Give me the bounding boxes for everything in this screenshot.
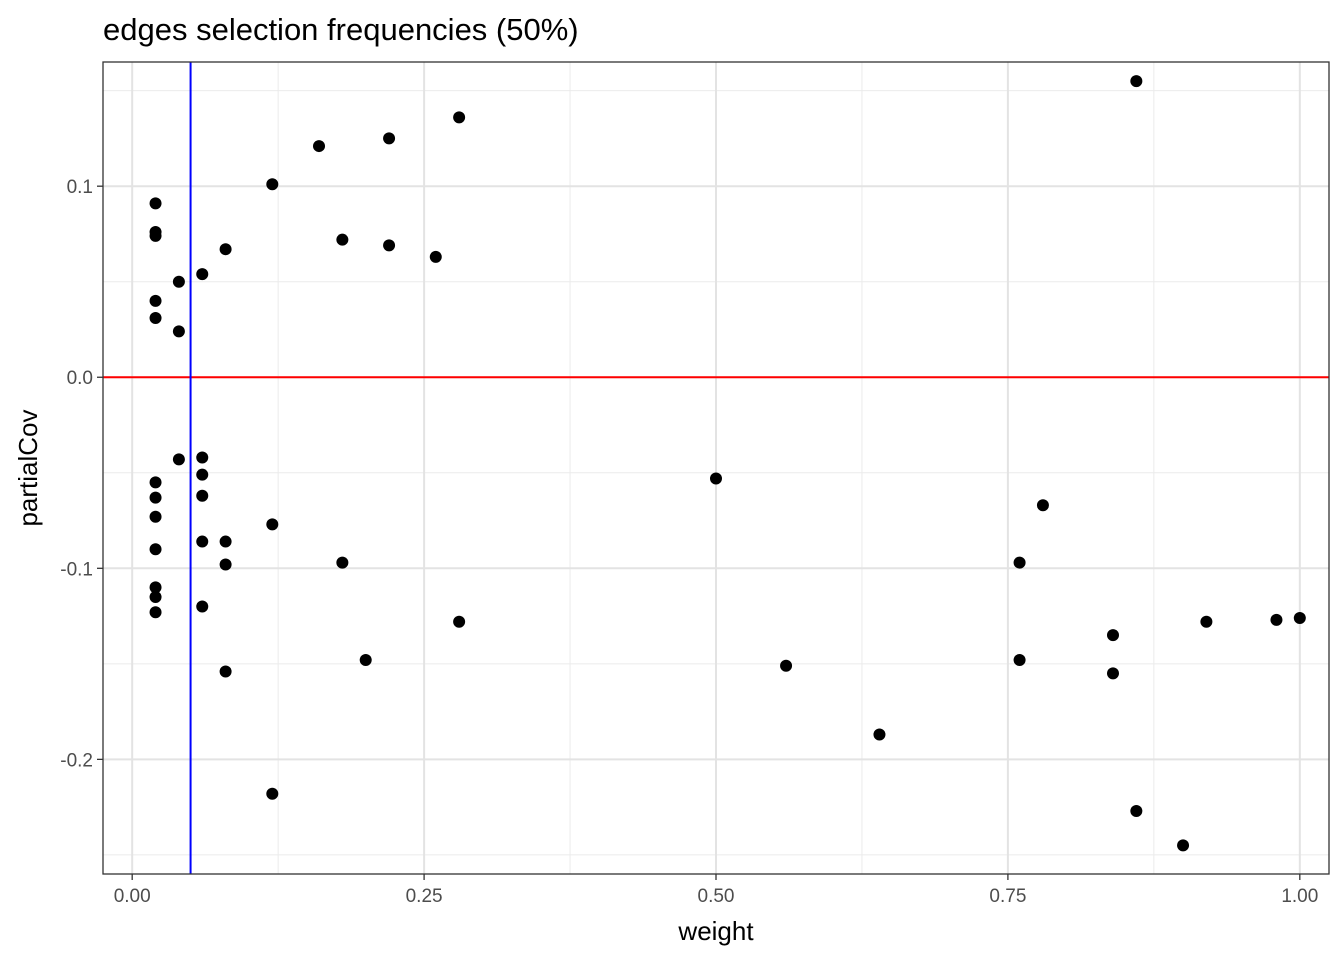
data-point — [1106, 629, 1119, 642]
data-points — [149, 75, 1306, 852]
data-point — [149, 294, 162, 307]
data-point — [873, 728, 886, 741]
data-point — [196, 600, 209, 613]
data-point — [1013, 654, 1026, 667]
data-point — [149, 476, 162, 489]
data-point — [149, 581, 162, 594]
data-point — [266, 787, 279, 800]
data-point — [1130, 75, 1143, 88]
x-tick-label: 0.00 — [114, 886, 151, 907]
data-point — [1177, 839, 1190, 852]
data-point — [1293, 611, 1306, 624]
y-axis-ticks: 0.1 0.0 -0.1 -0.2 — [60, 177, 103, 771]
y-tick-label: -0.1 — [60, 559, 93, 580]
data-point — [172, 325, 185, 338]
data-point — [196, 451, 209, 464]
data-point — [149, 590, 162, 603]
data-point — [383, 132, 396, 145]
x-tick-label: 1.00 — [1281, 886, 1318, 907]
x-tick-label: 0.75 — [989, 886, 1026, 907]
data-point — [336, 233, 349, 246]
data-point — [1013, 556, 1026, 569]
data-point — [1106, 667, 1119, 680]
reference-lines — [103, 62, 1329, 874]
chart-title: edges selection frequencies (50%) — [103, 12, 579, 47]
data-point — [1200, 615, 1213, 628]
data-point — [336, 556, 349, 569]
data-point — [172, 453, 185, 466]
data-point — [1130, 804, 1143, 817]
data-point — [219, 665, 232, 678]
data-point — [383, 239, 396, 252]
data-point — [196, 268, 209, 281]
data-point — [149, 606, 162, 619]
data-point — [266, 518, 279, 531]
y-tick-label: 0.1 — [67, 177, 93, 198]
data-point — [149, 229, 162, 242]
data-point — [149, 510, 162, 523]
y-tick-label: 0.0 — [67, 368, 93, 389]
data-point — [149, 312, 162, 325]
data-point — [172, 275, 185, 288]
data-point — [149, 491, 162, 504]
data-point — [1036, 499, 1049, 512]
x-axis-ticks: 0.00 0.25 0.50 0.75 1.00 — [114, 874, 1318, 907]
x-tick-label: 0.25 — [406, 886, 443, 907]
data-point — [453, 615, 466, 628]
major-grid — [103, 62, 1329, 874]
y-axis-title: partialCov — [13, 409, 43, 526]
data-point — [710, 472, 722, 485]
data-point — [196, 535, 209, 548]
data-point — [149, 197, 162, 210]
data-point — [196, 468, 209, 481]
data-point — [196, 489, 209, 502]
data-point — [219, 243, 232, 256]
data-point — [780, 659, 793, 672]
data-point — [266, 178, 279, 191]
data-point — [313, 140, 326, 153]
data-point — [219, 558, 232, 571]
x-axis-title: weight — [677, 916, 754, 946]
data-point — [453, 111, 466, 124]
data-point — [219, 535, 232, 548]
data-point — [429, 250, 442, 263]
y-tick-label: -0.2 — [60, 750, 93, 771]
data-point — [149, 543, 162, 556]
data-point — [1270, 613, 1283, 626]
x-tick-label: 0.50 — [698, 886, 735, 907]
data-point — [359, 654, 372, 667]
